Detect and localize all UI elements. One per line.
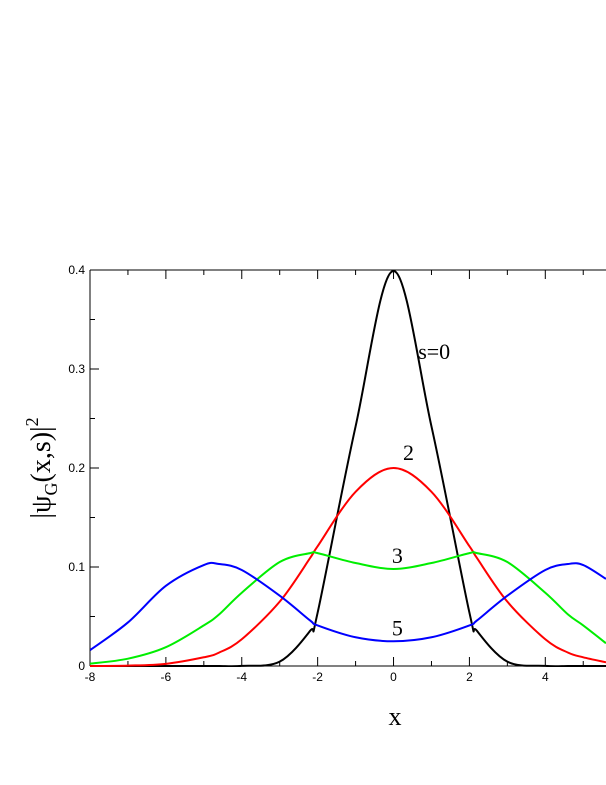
plot-frame — [89, 269, 606, 667]
y-axis-title-middle: (x,s)| — [26, 426, 57, 482]
annotation-s5: 5 — [392, 615, 403, 640]
series-s3-line — [90, 550, 606, 665]
y-axis-title-subscript: G — [41, 483, 61, 496]
series-s0-line — [90, 269, 606, 667]
y-axis-title-base: |ψ — [26, 495, 57, 519]
x-tick-label: 4 — [542, 670, 549, 684]
x-tick-label: -6 — [161, 670, 172, 684]
y-tick-label: 0.1 — [68, 560, 85, 574]
y-tick-label: 0.2 — [68, 461, 85, 475]
ticks-layer: -8 -6 -4 -2 0 2 4 0 0.1 0.2 0.3 0.4 — [68, 263, 584, 684]
series-s5-line — [90, 561, 606, 651]
series-s2-line — [90, 466, 606, 667]
annotation-s2: 2 — [403, 440, 414, 465]
y-axis-title: |ψG(x,s)|2 — [22, 417, 61, 518]
x-tick-label: -8 — [85, 670, 96, 684]
labels-layer: s=0 2 3 5 — [392, 339, 450, 640]
annotation-s0: s=0 — [418, 339, 450, 364]
annotation-s3: 3 — [392, 543, 403, 568]
curves-layer — [90, 269, 606, 667]
x-tick-label: 2 — [466, 670, 473, 684]
y-tick-label: 0 — [78, 659, 85, 673]
x-tick-label: 0 — [390, 670, 397, 684]
x-tick-label: -4 — [236, 670, 247, 684]
y-tick-label: 0.4 — [68, 263, 85, 277]
x-axis-title: x — [389, 702, 402, 731]
x-tick-label: -2 — [312, 670, 323, 684]
y-axis-title-superscript: 2 — [22, 417, 42, 426]
y-tick-label: 0.3 — [68, 362, 85, 376]
